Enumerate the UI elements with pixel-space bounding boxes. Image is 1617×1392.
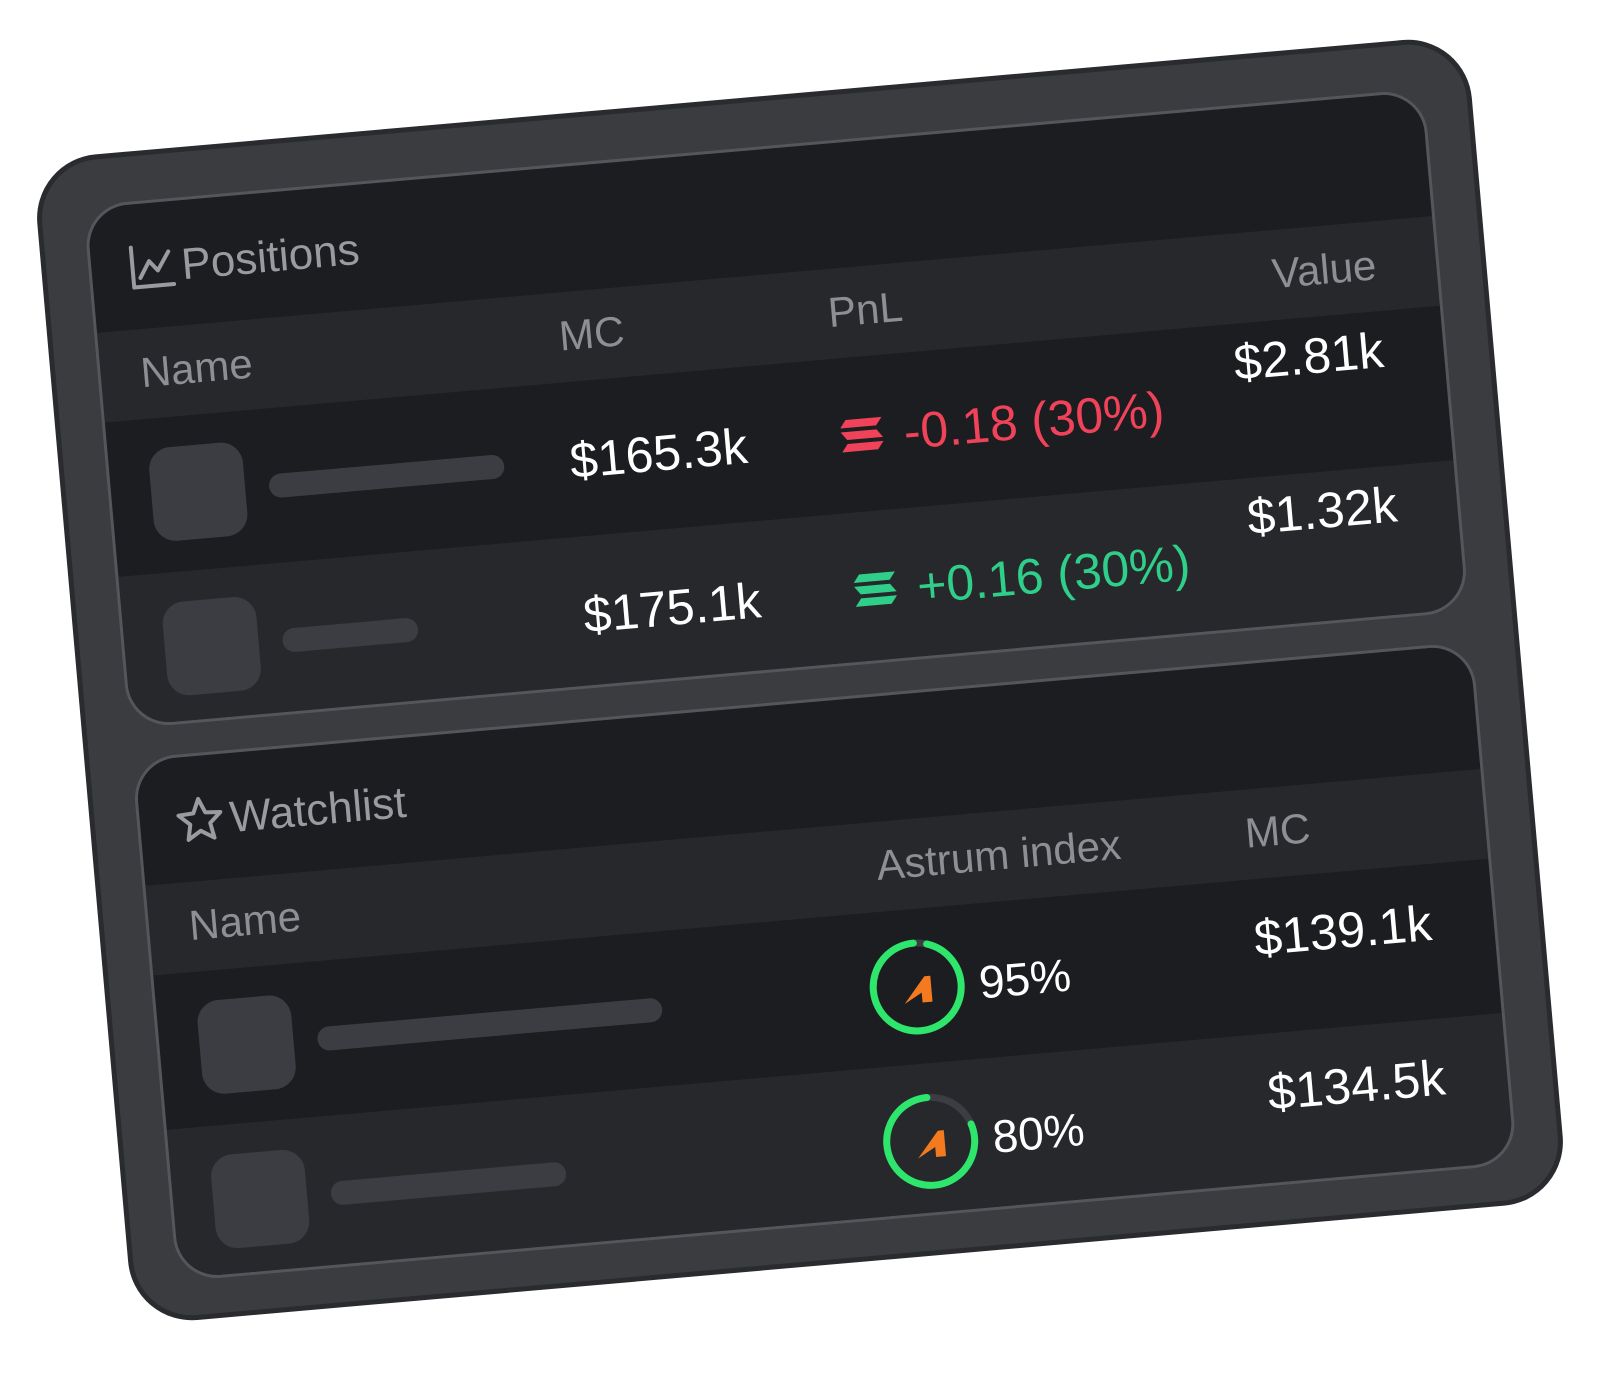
position-row: $165.3k -0.18 (30%) $2.81k <box>104 305 1454 578</box>
star-icon <box>176 796 223 842</box>
mc-value: $134.5k <box>1265 1049 1448 1121</box>
astrum-gauge <box>869 939 965 1035</box>
col-header: Name <box>138 339 255 397</box>
panel-title: Watchlist <box>227 777 409 843</box>
watchlist-panel: Watchlist Name Astrum index MC 95% $139.1… <box>131 641 1518 1282</box>
sol-stripe <box>842 440 884 453</box>
sol-icon <box>853 571 897 607</box>
sol-stripe <box>855 595 897 607</box>
gauge-arc <box>883 1093 979 1189</box>
col-header: MC <box>557 307 627 360</box>
col-header: MC <box>1243 804 1313 857</box>
gauge-arc <box>869 939 965 1035</box>
avatar-placeholder <box>160 595 263 698</box>
mc-value: $175.1k <box>581 572 764 644</box>
sol-stripe <box>840 416 882 429</box>
avatar-placeholder <box>147 440 250 543</box>
watch-row: 80% $134.5k <box>166 1013 1516 1282</box>
col-header: PnL <box>826 282 905 337</box>
col-header: Value <box>1270 241 1379 298</box>
mc-value: $165.3k <box>567 417 750 490</box>
sol-icon <box>840 416 884 453</box>
mc-value: $139.1k <box>1251 894 1434 967</box>
watch-row: 95% $139.1k <box>153 858 1502 1130</box>
position-value: $2.81k <box>1231 321 1386 391</box>
position-value: $1.32k <box>1244 476 1400 546</box>
position-row: $175.1k +0.16 (30%) $1.32k <box>118 460 1467 729</box>
title-row: Positions <box>86 91 1432 333</box>
astrum-gauge <box>883 1093 979 1189</box>
avatar-placeholder <box>195 993 298 1096</box>
pnl-value: -0.18 (30%) <box>901 381 1167 460</box>
name-placeholder <box>281 617 420 653</box>
col-header: Name <box>187 892 303 950</box>
astrum-index: 95% <box>976 948 1074 1009</box>
astrum-index: 80% <box>990 1103 1087 1163</box>
name-placeholder <box>316 997 664 1052</box>
avatar-placeholder <box>209 1148 312 1250</box>
name-placeholder <box>329 1161 568 1206</box>
title-row: Watchlist <box>134 644 1481 886</box>
pnl-value: +0.16 (30%) <box>914 534 1193 615</box>
col-header: Astrum index <box>874 820 1123 889</box>
sol-stripe <box>840 429 884 440</box>
positions-panel: Positions Name MC PnL Value $165.3k -0.18… <box>82 88 1470 729</box>
panel-title: Positions <box>179 224 362 290</box>
card: Positions Name MC PnL Value $165.3k -0.18… <box>31 34 1569 1326</box>
astrum-logo <box>918 1130 947 1159</box>
sol-stripe <box>854 583 897 595</box>
astrum-logo <box>904 975 933 1005</box>
name-placeholder <box>268 454 506 499</box>
sol-stripe <box>853 571 895 583</box>
chart-icon <box>128 245 177 290</box>
